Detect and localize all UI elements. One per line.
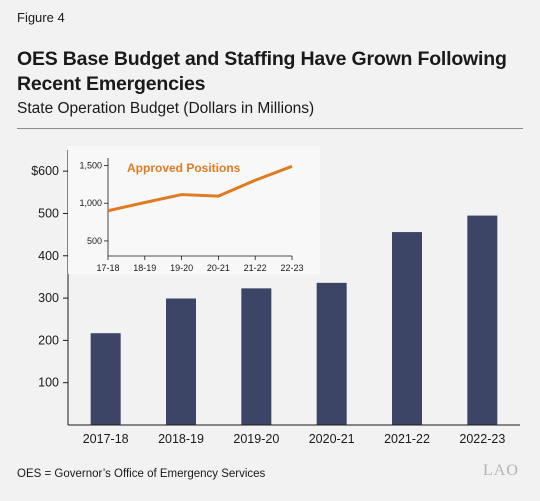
bar-2017-18 [90,333,121,425]
inset-x-tick-20-21: 20-21 [207,263,230,273]
main-axis-layer: 2017-18 2018-19 2019-20 2020-21 2021-22 2022-… [31,150,520,446]
footnote: OES = Governor’s Office of Emergency Ser… [17,468,266,480]
inset-x-tick-17-18: 17-18 [96,263,119,273]
inset-y-tick-500: 500 [87,236,102,246]
inset-x-tick-19-20: 19-20 [170,263,193,273]
x-tick-2020-21: 2020-21 [309,432,355,446]
bars-layer [90,215,498,425]
x-tick-2021-22: 2021-22 [384,432,430,446]
y-tick-200: 200 [38,333,59,347]
y-tick-100: 100 [38,376,59,390]
inset-series-label: Approved Positions [127,161,241,175]
y-tick-500: 500 [38,206,59,220]
chart-title: OES Base Budget and Staffing Have Grown … [17,48,507,95]
y-tick-400: 400 [38,249,59,263]
approved-positions-line [107,164,293,213]
inset-x-tick-18-19: 18-19 [133,263,156,273]
bar-2018-19 [166,298,196,425]
x-tick-2019-20: 2019-20 [233,432,279,446]
bar-2019-20 [241,288,272,425]
positions-inset-chart: 500 1,000 1,500 17-18 18-19 19-20 20-21 21-22 22… [68,146,320,274]
inset-y-tick-1000: 1,000 [79,198,102,208]
lao-logo: LAO [483,462,519,479]
bar-2021-22 [392,232,422,425]
x-tick-2017-18: 2017-18 [83,432,129,446]
x-tick-2018-19: 2018-19 [158,432,204,446]
bar-2020-21 [316,282,347,425]
chart-subtitle: State Operation Budget (Dollars in Milli… [17,100,315,117]
title-divider [17,128,523,129]
inset-x-tick-22-23: 22-23 [280,263,303,273]
figure-label: Figure 4 [17,10,65,25]
y-tick-600: $600 [31,164,59,178]
inset-y-tick-1500: 1,500 [79,161,102,171]
x-tick-2022-23: 2022-23 [459,432,505,446]
inset-x-tick-21-22: 21-22 [244,263,267,273]
bar-2022-23 [467,215,498,425]
y-tick-300: 300 [38,291,59,305]
